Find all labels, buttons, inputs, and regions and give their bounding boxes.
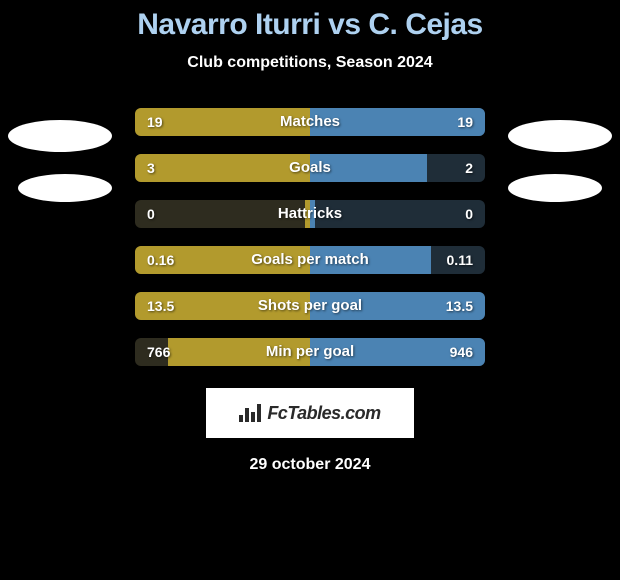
bar-chart-icon [239,404,261,422]
stat-bar-left [168,338,310,366]
stat-row: Hattricks00 [135,200,485,228]
stat-row: Goals32 [135,154,485,182]
source-badge: FcTables.com [206,388,414,438]
stat-bar-right [310,108,485,136]
stat-row: Matches1919 [135,108,485,136]
stat-bar-right [310,200,315,228]
player-left-avatar-placeholder-1 [8,120,112,152]
stat-bar-right [310,338,485,366]
stat-bar-left [135,154,310,182]
stat-bar-right [310,292,485,320]
date-label: 29 october 2024 [0,456,620,474]
stat-row: Goals per match0.160.11 [135,246,485,274]
stat-bar-left [135,108,310,136]
comparison-card: Navarro Iturri vs C. Cejas Club competit… [0,0,620,580]
stat-bar-right [310,246,431,274]
source-badge-text: FcTables.com [267,403,380,424]
player-right-avatar-placeholder-1 [508,120,612,152]
player-right-avatar-placeholder-2 [508,174,602,202]
subtitle: Club competitions, Season 2024 [0,54,620,72]
stat-row: Shots per goal13.513.5 [135,292,485,320]
stat-bar-left [135,292,310,320]
player-left-avatar-placeholder-2 [18,174,112,202]
stat-bar-right [310,154,427,182]
stat-rows: Matches1919 Goals32 Hattricks00 Goals per m… [135,108,485,366]
stat-bar-left [135,246,310,274]
page-title: Navarro Iturri vs C. Cejas [0,8,620,42]
stat-row: Min per goal766946 [135,338,485,366]
